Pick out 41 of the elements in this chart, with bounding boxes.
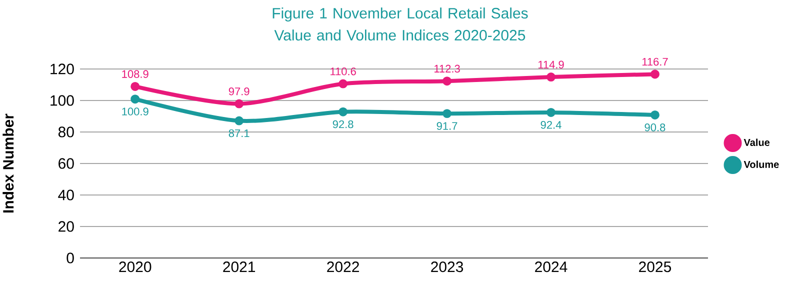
data-label: 87.1 [228, 129, 250, 138]
chart-title: Figure 1 November Local Retail Sales Value and Volume Indices 2020-2025 [272, 8, 528, 41]
data-label: 116.7 [642, 58, 668, 66]
x-tick-label: 2025 [639, 262, 672, 272]
data-label: 91.7 [436, 122, 458, 130]
point [546, 72, 556, 82]
x-tick-label: 2024 [535, 262, 568, 272]
data-label: 112.3 [434, 64, 460, 73]
x-tick-label: 2023 [431, 262, 464, 272]
point [650, 110, 660, 120]
data-label: 114.9 [538, 60, 564, 68]
point [546, 108, 556, 117]
data-label: 92.8 [332, 120, 354, 128]
x-tick-label: 2022 [327, 262, 359, 272]
point [650, 70, 660, 79]
y-tick-label: 40 [58, 190, 74, 200]
y-tick-label: 20 [58, 221, 74, 232]
y-tick-label: 60 [58, 158, 74, 169]
point [338, 79, 348, 88]
x-tick-label: 2021 [223, 262, 256, 272]
legend-label: Volume [744, 160, 779, 168]
point [234, 116, 244, 126]
data-label: 90.8 [644, 124, 666, 132]
y-tick-label: 80 [58, 126, 74, 138]
point [234, 99, 244, 108]
y-axis-title: Index Number [2, 114, 14, 212]
point [130, 82, 140, 91]
data-label: 97.9 [228, 87, 250, 96]
data-label: 110.6 [330, 67, 356, 76]
data-label: 108.9 [122, 70, 148, 78]
y-tick-label: 120 [50, 64, 74, 74]
y-tick-label: 0 [66, 252, 74, 264]
data-label: 92.4 [540, 121, 562, 129]
point [338, 107, 348, 116]
point [442, 109, 452, 118]
data-label: 100.9 [122, 108, 148, 116]
point [442, 76, 452, 86]
legend-label: Value [744, 138, 770, 146]
y-tick-label: 100 [50, 95, 74, 106]
x-tick-label: 2020 [119, 262, 152, 272]
point [130, 94, 140, 104]
